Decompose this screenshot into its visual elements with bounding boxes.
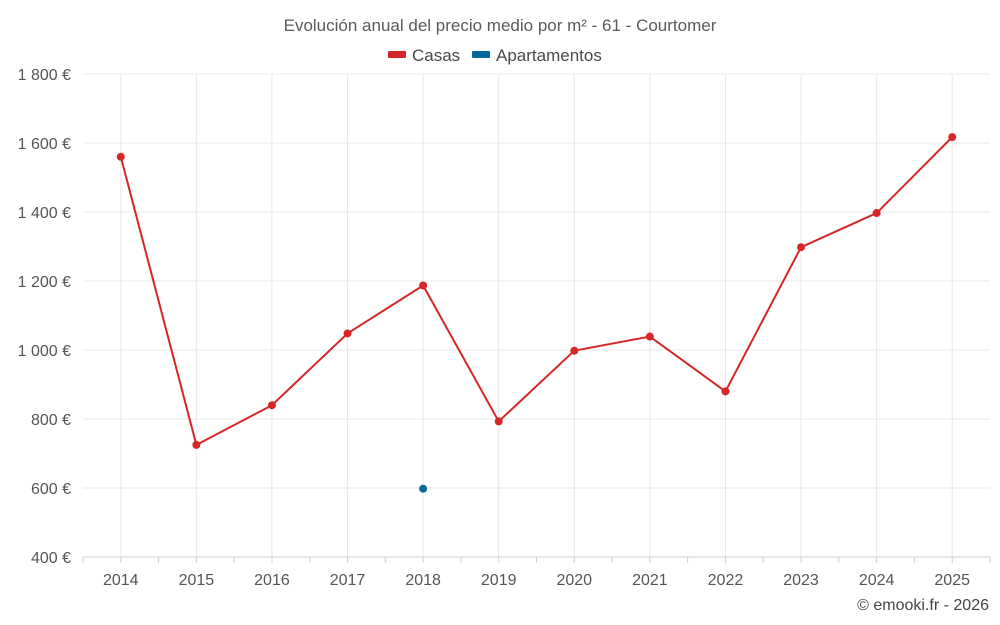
legend: Casas Apartamentos bbox=[388, 46, 602, 65]
data-point-casas[interactable] bbox=[721, 387, 730, 396]
y-tick-label: 800 € bbox=[31, 412, 71, 429]
y-tick-label: 1 000 € bbox=[18, 343, 71, 360]
x-tick-label: 2018 bbox=[405, 572, 441, 589]
x-tick-label: 2016 bbox=[254, 572, 290, 589]
data-point-casas[interactable] bbox=[872, 209, 881, 218]
x-tick-label: 2023 bbox=[783, 572, 819, 589]
data-point-casas[interactable] bbox=[570, 346, 579, 355]
chart-title: Evolución anual del precio medio por m² … bbox=[284, 16, 717, 35]
y-tick-label: 600 € bbox=[31, 481, 71, 498]
x-tick-label: 2022 bbox=[708, 572, 744, 589]
data-point-casas[interactable] bbox=[267, 401, 276, 410]
legend-item-casas[interactable]: Casas bbox=[388, 46, 460, 65]
x-tick-label: 2024 bbox=[859, 572, 895, 589]
data-point-casas[interactable] bbox=[494, 417, 503, 426]
data-point-casas[interactable] bbox=[948, 133, 957, 142]
x-tick-label: 2019 bbox=[481, 572, 517, 589]
x-tick-label: 2017 bbox=[330, 572, 366, 589]
data-point-casas[interactable] bbox=[343, 329, 352, 338]
x-tick-label: 2025 bbox=[934, 572, 970, 589]
y-tick-label: 400 € bbox=[31, 550, 71, 567]
x-tick-label: 2021 bbox=[632, 572, 668, 589]
legend-item-apartamentos[interactable]: Apartamentos bbox=[472, 46, 602, 65]
x-tick-label: 2015 bbox=[179, 572, 215, 589]
data-point-casas[interactable] bbox=[192, 440, 201, 449]
legend-swatch-casas bbox=[388, 51, 406, 58]
legend-label-casas: Casas bbox=[412, 46, 460, 65]
data-point-apartamentos[interactable] bbox=[419, 484, 428, 493]
x-tick-label: 2014 bbox=[103, 572, 139, 589]
data-point-casas[interactable] bbox=[419, 281, 428, 290]
data-point-casas[interactable] bbox=[116, 152, 125, 161]
y-tick-label: 1 800 € bbox=[18, 67, 71, 84]
y-tick-label: 1 400 € bbox=[18, 205, 71, 222]
axes: 400 € 600 € 800 € 1 000 € 1 200 € 1 400 € 1 60… bbox=[18, 67, 991, 589]
grid bbox=[83, 73, 990, 557]
credit-text: © emooki.fr - 2026 bbox=[857, 597, 989, 614]
series bbox=[116, 133, 957, 493]
legend-label-apartamentos: Apartamentos bbox=[496, 46, 602, 65]
x-tick-label: 2020 bbox=[556, 572, 592, 589]
y-tick-label: 1 600 € bbox=[18, 136, 71, 153]
data-point-casas[interactable] bbox=[797, 243, 806, 252]
series-line-casas bbox=[119, 136, 953, 446]
data-point-casas[interactable] bbox=[645, 332, 654, 341]
legend-swatch-apartamentos bbox=[472, 51, 490, 58]
y-tick-label: 1 200 € bbox=[18, 274, 71, 291]
